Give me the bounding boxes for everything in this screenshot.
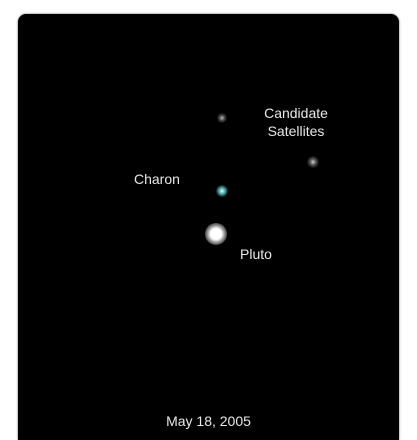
date-caption: May 18, 2005: [18, 412, 399, 430]
candidate-label-line2: Satellites: [267, 123, 325, 139]
pluto-label: Pluto: [240, 246, 272, 262]
candidate-satellite-dot-1: [217, 113, 227, 123]
charon-dot: [216, 185, 228, 197]
astronomy-image-panel: Candidate Satellites Charon Pluto May 18…: [18, 14, 399, 440]
candidate-satellite-dot-2: [307, 156, 319, 168]
candidate-label-line1: Candidate: [264, 105, 328, 121]
candidate-satellites-label: Candidate Satellites: [248, 104, 344, 140]
pluto-dot: [205, 223, 227, 245]
charon-label: Charon: [134, 171, 180, 187]
date-label: May 18, 2005: [166, 413, 251, 429]
